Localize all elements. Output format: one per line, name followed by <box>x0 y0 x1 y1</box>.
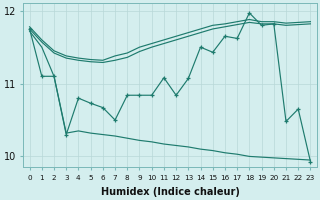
X-axis label: Humidex (Indice chaleur): Humidex (Indice chaleur) <box>100 187 239 197</box>
